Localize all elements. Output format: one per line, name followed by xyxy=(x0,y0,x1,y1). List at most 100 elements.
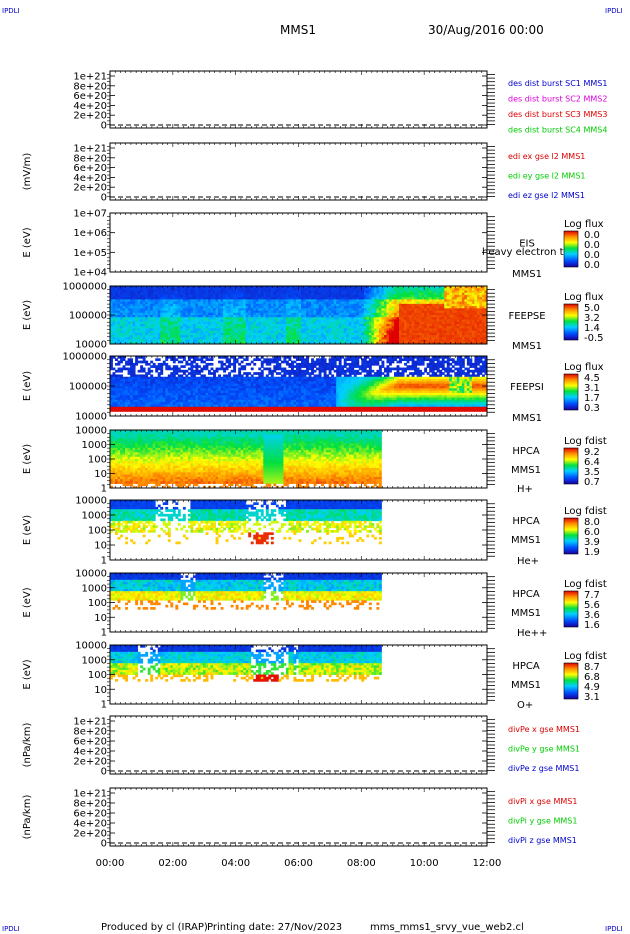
spectrogram-cell xyxy=(115,358,118,362)
spectrogram-cell xyxy=(110,317,113,320)
spectrogram-cell xyxy=(316,299,319,303)
spectrogram-5 xyxy=(110,356,488,412)
spectrogram-cell xyxy=(170,301,174,305)
spectrogram-cell xyxy=(162,317,166,320)
spectrogram-cell xyxy=(132,315,136,318)
spectrogram-cell xyxy=(213,308,216,311)
spectrogram-cell xyxy=(112,323,116,327)
spectrogram-cell xyxy=(205,317,209,320)
spectrogram-cell xyxy=(122,376,126,380)
spectrogram-cell xyxy=(175,306,179,309)
spectrogram-cell xyxy=(125,367,128,371)
spectrogram-cell xyxy=(208,290,211,294)
spectrogram-cell xyxy=(140,332,144,336)
spectrogram-cell xyxy=(127,397,131,401)
spectrogram-cell xyxy=(431,299,435,303)
spectrogram-cell xyxy=(115,315,118,318)
spectrogram-cell xyxy=(147,323,151,327)
spectrogram-cell xyxy=(145,317,149,320)
spectrogram-cell xyxy=(140,288,144,291)
spectrogram-cell xyxy=(220,297,224,300)
spectrogram-cell xyxy=(192,341,196,345)
spectrogram-cell xyxy=(170,335,174,338)
spectrogram-cell xyxy=(135,319,139,323)
spectrogram-cell xyxy=(170,323,174,327)
spectrogram-cell xyxy=(223,317,227,320)
spectrogram-cell xyxy=(218,288,221,291)
spectrogram-cell xyxy=(406,328,410,332)
spectrogram-cell xyxy=(185,292,189,296)
spectrogram-cell xyxy=(223,339,227,343)
spectrogram-cell xyxy=(137,386,141,389)
spectrogram-cell xyxy=(197,341,201,345)
spectrogram-cell xyxy=(165,339,169,343)
spectrogram-cell xyxy=(301,299,304,303)
spectrogram-cell xyxy=(120,332,123,336)
spectrogram-cell xyxy=(258,299,262,303)
spectrogram-cell xyxy=(155,312,159,316)
spectrogram-cell xyxy=(120,339,123,343)
spectrogram-cell xyxy=(137,294,141,298)
spectrogram-cell xyxy=(140,306,144,309)
spectrogram-cell xyxy=(155,290,159,294)
spectrogram-cell xyxy=(323,299,327,303)
spectrogram-cell xyxy=(120,386,123,389)
spectrogram-cell xyxy=(167,315,171,318)
spectrogram-cell xyxy=(220,337,224,340)
spectrogram-cell xyxy=(190,303,194,307)
spectrogram-cell xyxy=(112,374,116,378)
spectrogram-cell xyxy=(142,326,146,329)
spectrogram-cell xyxy=(167,294,171,298)
spectrogram-cell xyxy=(120,303,123,307)
spectrogram-cell xyxy=(155,299,159,303)
spectrogram-cell xyxy=(122,386,126,389)
spectrogram-cell xyxy=(404,328,407,332)
spectrogram-cell xyxy=(210,328,214,332)
spectrogram-cell xyxy=(112,317,116,320)
spectrogram-cell xyxy=(180,301,184,305)
spectrogram-cell xyxy=(122,299,126,303)
spectrogram-cell xyxy=(137,409,141,412)
spectrogram-cell xyxy=(303,328,307,332)
overlay-label: heavy electron to xyxy=(482,247,570,258)
spectrogram-cell xyxy=(125,310,128,314)
spectrogram-cell xyxy=(145,321,149,325)
spectrogram-cell xyxy=(165,328,169,332)
spectrogram-cell xyxy=(187,292,191,296)
spectrogram-cell xyxy=(210,317,214,320)
spectrogram-cell xyxy=(112,312,116,316)
spectrogram-cell xyxy=(130,367,134,371)
spectrogram-cell xyxy=(245,299,249,303)
spectrogram-cell xyxy=(409,328,412,332)
spectrogram-cell xyxy=(182,323,186,327)
y-axis-label: E (eV) xyxy=(22,300,33,330)
spectrogram-cell xyxy=(135,310,139,314)
y-axis-label: (mV/m) xyxy=(22,153,33,191)
spectrogram-cell xyxy=(130,406,134,410)
spectrogram-cell xyxy=(285,299,289,303)
spectrogram-cell xyxy=(190,288,194,291)
spectrogram-cell xyxy=(195,319,199,323)
spectrogram-cell xyxy=(112,339,116,343)
spectrogram-cell xyxy=(140,315,144,318)
spectrogram-cell xyxy=(110,297,113,300)
spectrogram-cell xyxy=(160,335,164,338)
spectrogram-cell xyxy=(197,301,201,305)
spectrogram-cell xyxy=(145,288,149,291)
spectrogram-cell xyxy=(476,299,480,303)
spectrogram-cell xyxy=(137,335,141,338)
spectrogram-cell xyxy=(115,312,118,316)
spectrogram-cell xyxy=(411,299,415,303)
spectrogram-cell xyxy=(223,301,227,305)
spectrogram-cell xyxy=(150,339,154,343)
spectrogram-cell xyxy=(172,317,176,320)
legend-entry: des dist burst SC2 MMS2 xyxy=(508,95,607,104)
spectrogram-cell xyxy=(192,328,196,332)
spectrogram-cell xyxy=(170,310,174,314)
spectrogram-cell xyxy=(180,299,184,303)
spectrogram-cell xyxy=(202,290,206,294)
spectrogram-cell xyxy=(268,299,272,303)
spectrogram-cell xyxy=(120,319,123,323)
spectrogram-cell xyxy=(120,330,123,334)
spectrogram-cell xyxy=(115,337,118,340)
